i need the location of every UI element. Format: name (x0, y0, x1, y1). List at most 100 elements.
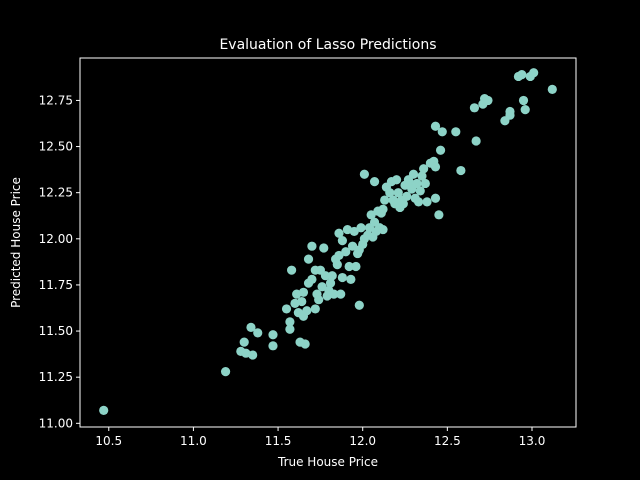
data-point (483, 95, 493, 106)
x-tick-label: 12.0 (349, 434, 376, 448)
data-point (517, 70, 527, 80)
y-tick-label: 11.00 (39, 416, 73, 430)
point-layer (99, 68, 557, 415)
data-point (239, 337, 249, 347)
data-point (349, 226, 359, 237)
data-point (422, 197, 432, 207)
data-point (99, 405, 109, 415)
y-tick-label: 12.50 (39, 140, 73, 154)
data-point (469, 103, 480, 113)
x-axis-label: True House Price (277, 455, 378, 469)
data-point (354, 300, 364, 310)
data-point (366, 210, 376, 220)
data-point (319, 243, 329, 253)
data-point (430, 121, 441, 131)
data-point (307, 274, 317, 284)
data-point (337, 272, 347, 283)
x-tick-label: 11.0 (180, 434, 207, 448)
data-point (325, 278, 336, 288)
data-point (351, 261, 361, 272)
data-point (378, 224, 388, 235)
y-tick-label: 11.75 (39, 278, 73, 292)
data-point (287, 265, 297, 275)
data-point (413, 197, 424, 207)
data-point (317, 282, 327, 292)
y-tick-label: 11.50 (39, 324, 73, 338)
axes-frame (79, 57, 577, 428)
data-point (356, 223, 366, 233)
x-axis-ticks: 10.5 11.0 11.5 12.0 12.5 13.0 (95, 427, 545, 448)
data-point (435, 145, 446, 155)
data-point (327, 271, 337, 281)
data-point (298, 287, 309, 297)
data-point (320, 271, 331, 281)
data-point (248, 350, 258, 360)
y-tick-label: 12.75 (39, 93, 73, 107)
data-point (378, 204, 388, 214)
data-point (391, 175, 402, 185)
data-point (346, 274, 356, 284)
data-point (471, 136, 481, 146)
data-point (430, 193, 441, 203)
data-point (437, 127, 447, 137)
data-point (334, 250, 344, 261)
data-point (520, 105, 530, 115)
y-tick-label: 11.25 (39, 370, 73, 384)
data-point (341, 247, 351, 257)
y-axis-ticks: 11.00 11.25 11.50 11.75 12.00 12.25 12.50 12.75 (39, 93, 80, 430)
data-point (344, 261, 354, 272)
data-point (332, 260, 342, 270)
data-point (412, 178, 422, 189)
data-point (314, 295, 324, 305)
data-point (253, 328, 263, 338)
data-point (297, 296, 307, 307)
data-point (359, 169, 369, 179)
data-point (451, 127, 461, 137)
y-axis-label: Predicted House Price (9, 177, 23, 308)
data-point (300, 339, 310, 349)
data-point (220, 367, 231, 377)
data-point (307, 241, 317, 251)
chart-title: Evaluation of Lasso Predictions (219, 37, 436, 53)
data-point (337, 236, 347, 246)
data-point (456, 165, 466, 176)
data-point (347, 241, 358, 251)
data-point (419, 164, 429, 174)
data-point (385, 188, 395, 198)
data-point (329, 289, 339, 299)
data-point (402, 191, 412, 201)
data-point (334, 228, 344, 238)
data-point (398, 199, 408, 209)
data-point (285, 324, 295, 334)
data-point (369, 177, 380, 187)
data-point (529, 68, 539, 78)
data-point (420, 178, 430, 189)
data-point (246, 322, 256, 332)
data-point (268, 341, 278, 351)
x-tick-label: 13.0 (519, 434, 546, 448)
y-tick-label: 12.25 (39, 186, 73, 200)
data-point (408, 169, 419, 179)
x-tick-label: 12.5 (434, 434, 461, 448)
x-tick-label: 10.5 (95, 434, 122, 448)
data-point (430, 162, 441, 172)
data-point (393, 188, 403, 198)
data-point (302, 306, 312, 316)
data-point (434, 210, 444, 220)
data-point (547, 84, 557, 94)
data-point (268, 330, 278, 340)
data-point (518, 95, 529, 106)
data-point (336, 289, 346, 299)
data-point (417, 171, 427, 181)
data-point (303, 254, 314, 264)
data-point (285, 317, 295, 327)
data-point (380, 195, 390, 205)
data-point (415, 186, 425, 196)
data-point (310, 304, 320, 314)
data-point (281, 304, 292, 314)
data-point (505, 106, 515, 117)
y-tick-label: 12.00 (39, 232, 73, 246)
x-tick-label: 11.5 (265, 434, 292, 448)
